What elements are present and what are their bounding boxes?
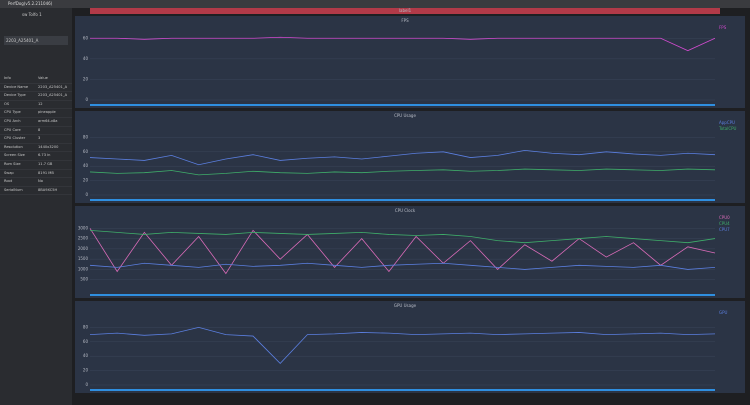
y-tick-label: 2500 [78, 236, 89, 241]
y-tick-label: 3000 [78, 225, 89, 230]
y-tick-label: 1000 [78, 266, 89, 271]
legend-entry: AppCPU [719, 120, 735, 125]
cell: Screen Size [4, 153, 25, 158]
chart-title: FPS [401, 18, 409, 23]
y-tick-label: 0 [85, 382, 88, 387]
cell: CPU Core [4, 127, 21, 132]
cell: arm64-v8a [38, 118, 58, 123]
legend-entry: CPU4 [719, 221, 730, 226]
info-row: Rom Size 11.7 GB [0, 161, 72, 170]
scrollbar [90, 389, 715, 391]
cell: Info [4, 76, 11, 80]
info-row: CPU Core 8 [0, 127, 72, 136]
y-tick-label: 0 [85, 97, 88, 102]
y-tick-label: 40 [83, 353, 89, 358]
chart-panel [75, 16, 745, 108]
charts: label1 FPS 0 20 40 60 FPS CPU Usage 0 20 40 60 80 App… [75, 8, 745, 393]
chart-panel [75, 206, 745, 298]
y-tick-label: 20 [83, 368, 89, 373]
cell: 11.7 GB [38, 161, 53, 166]
y-tick-label: 1500 [78, 256, 89, 261]
cell: No [38, 179, 43, 184]
info-row: Screen Size 6.73 in [0, 152, 72, 161]
cell: 8BA9XC5H [38, 187, 58, 192]
cell: Device Name [4, 84, 29, 89]
info-row: CPU Cluster 3 [0, 135, 72, 144]
cell: 2203_A25401_A [38, 93, 68, 98]
cell: Rom Size [4, 161, 21, 166]
app-title: PerfDog(v5.2.211046) [8, 1, 53, 6]
series-line [90, 36, 716, 52]
series-line [89, 228, 716, 275]
series-line [89, 149, 716, 166]
cell: CPU Type [4, 110, 21, 115]
series-line [89, 326, 716, 364]
cell: CPU Arch [4, 118, 21, 123]
chart-title: CPU Usage [394, 113, 416, 118]
cell: Resolution [4, 144, 23, 149]
info-row: CPU Arch arm64-v8a [0, 118, 72, 127]
cell: 8 [38, 127, 41, 132]
y-tick-label: 60 [83, 149, 89, 154]
title-bar: PerfDog(v5.2.211046) [0, 0, 750, 8]
chart-panel [75, 301, 745, 393]
y-tick-label: 0 [85, 192, 88, 197]
y-tick-label: 40 [83, 56, 89, 61]
info-row: SerialNum 8BA9XC5H [0, 187, 72, 196]
cell: Device Type [4, 93, 26, 98]
y-tick-label: 80 [83, 134, 89, 139]
cell: pineapple [38, 110, 56, 115]
legend-entry: CPU7 [719, 227, 730, 232]
scrollbar [90, 199, 715, 201]
scrollbar [90, 104, 715, 106]
info-row: Root No [0, 178, 72, 187]
tab-strip [90, 8, 720, 14]
cell: 8191 MB [38, 170, 54, 175]
y-tick-label: 60 [83, 339, 89, 344]
chart-title: CPU Clock [395, 208, 416, 213]
cell: Value [38, 76, 48, 80]
sidebar: sw Tolfo 1 2203_A25401_A Info Value Device… [0, 8, 72, 405]
cell: 1440x3200 [38, 144, 59, 149]
y-tick-label: 500 [80, 277, 88, 282]
cell: OS [4, 101, 10, 106]
device-select[interactable]: 2203_A25401_A [4, 36, 68, 45]
legend-entry: CPU0 [719, 215, 730, 220]
legend-entry: GPU [719, 310, 728, 315]
y-tick-label: 40 [83, 163, 89, 168]
tab-label: label1 [399, 8, 412, 13]
chart-panel [75, 111, 745, 203]
info-row: Device Type 2203_A25401_A [0, 92, 72, 101]
info-header: Info Value [0, 75, 72, 84]
cell: 2203_A25401_A [38, 84, 68, 89]
legend-entry: TotalCPU [718, 126, 737, 131]
cell: Swap [4, 170, 14, 175]
info-row: Resolution 1440x3200 [0, 144, 72, 153]
y-tick-label: 20 [83, 178, 89, 183]
user[interactable]: sw Tolfo 1 [22, 12, 42, 17]
cell: CPU Cluster [4, 136, 26, 141]
series-line [89, 262, 716, 270]
cell: Root [4, 179, 13, 184]
y-tick-label: 60 [83, 35, 89, 40]
y-tick-label: 80 [83, 324, 89, 329]
chart-title: GPU Usage [394, 303, 417, 308]
info-row: Swap 8191 MB [0, 170, 72, 179]
info-row: Device Name 2203_A25401_A [0, 84, 72, 93]
scrollbar [90, 294, 715, 296]
y-tick-label: 20 [83, 76, 89, 81]
cell: 12 [38, 101, 43, 106]
info-row: CPU Type pineapple [0, 109, 72, 118]
cell: 3 [38, 136, 41, 141]
info-row: OS 12 [0, 101, 72, 110]
cell: 6.73 in [38, 153, 51, 158]
series-line [89, 229, 716, 244]
cell: SerialNum [4, 187, 23, 192]
series-line [89, 168, 716, 176]
legend-entry: FPS [719, 25, 727, 30]
y-tick-label: 2000 [78, 246, 89, 251]
